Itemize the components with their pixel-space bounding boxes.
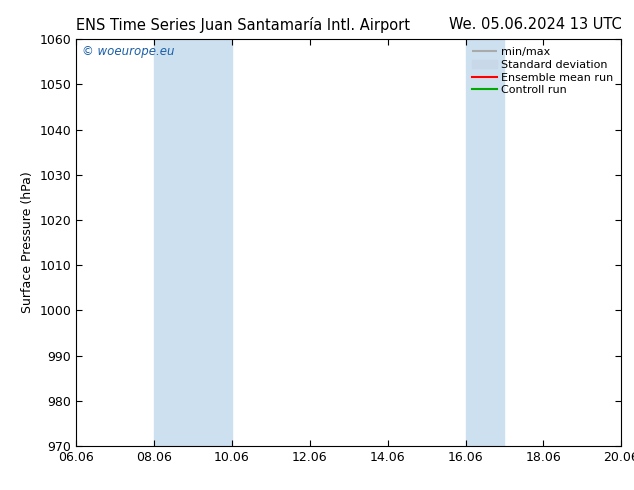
Y-axis label: Surface Pressure (hPa): Surface Pressure (hPa)	[21, 172, 34, 314]
Text: We. 05.06.2024 13 UTC: We. 05.06.2024 13 UTC	[449, 17, 621, 32]
Bar	[154, 39, 232, 446]
Text: ENS Time Series Juan Santamaría Intl. Airport: ENS Time Series Juan Santamaría Intl. Ai…	[76, 17, 410, 33]
Text: © woeurope.eu: © woeurope.eu	[82, 45, 174, 58]
Bar	[465, 39, 505, 446]
Legend: min/max, Standard deviation, Ensemble mean run, Controll run: min/max, Standard deviation, Ensemble me…	[470, 45, 616, 98]
